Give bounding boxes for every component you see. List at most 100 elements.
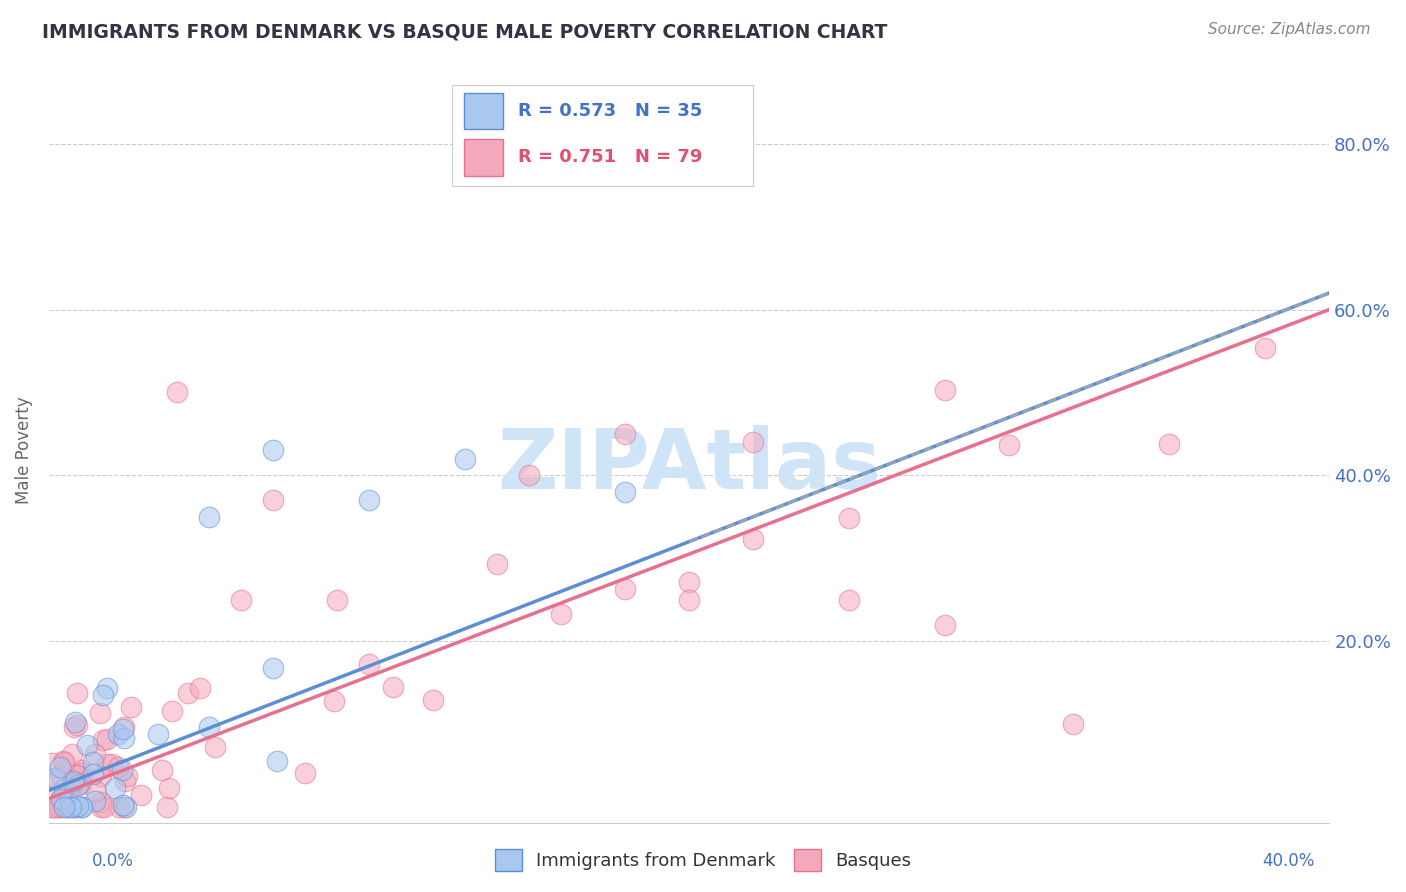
- Point: [41, 800, 63, 814]
- Point: [294, 766, 316, 780]
- Point: [66, 778, 89, 792]
- Point: [49, 768, 72, 782]
- Point: [93, 688, 115, 702]
- Point: [66, 717, 89, 731]
- Point: [742, 435, 765, 450]
- Point: [678, 574, 700, 589]
- Point: [89, 706, 111, 720]
- Point: [49, 760, 72, 774]
- Point: [96, 756, 118, 771]
- Point: [129, 788, 152, 802]
- Point: [84, 794, 107, 808]
- Point: [111, 764, 134, 778]
- Point: [55, 800, 77, 814]
- Text: Source: ZipAtlas.com: Source: ZipAtlas.com: [1208, 22, 1371, 37]
- Point: [96, 731, 118, 746]
- Point: [69, 800, 91, 814]
- Point: [82, 755, 104, 769]
- Point: [52, 756, 75, 770]
- Point: [82, 766, 104, 780]
- Point: [156, 800, 179, 814]
- Point: [45, 800, 67, 814]
- Point: [262, 443, 284, 458]
- Point: [69, 763, 91, 777]
- Point: [166, 385, 188, 400]
- Point: [62, 773, 84, 788]
- Point: [48, 800, 70, 814]
- Point: [614, 426, 637, 441]
- Point: [550, 607, 572, 622]
- Point: [66, 768, 89, 782]
- Point: [262, 493, 284, 508]
- Point: [93, 800, 115, 814]
- Point: [326, 592, 349, 607]
- Point: [115, 800, 138, 814]
- Point: [838, 510, 860, 524]
- Point: [49, 791, 72, 805]
- Point: [58, 800, 80, 814]
- Point: [107, 760, 129, 774]
- Point: [204, 739, 226, 754]
- Point: [76, 738, 98, 752]
- Point: [614, 582, 637, 597]
- Point: [96, 681, 118, 696]
- Point: [198, 509, 221, 524]
- Point: [48, 800, 70, 814]
- Point: [44, 788, 66, 802]
- Point: [41, 800, 63, 814]
- Point: [162, 704, 184, 718]
- Point: [381, 680, 404, 694]
- Point: [90, 768, 112, 782]
- Point: [229, 592, 252, 607]
- Point: [60, 800, 83, 814]
- Point: [176, 686, 198, 700]
- Point: [65, 768, 87, 782]
- Point: [108, 800, 131, 814]
- Point: [52, 782, 75, 797]
- Point: [1159, 437, 1181, 451]
- Point: [157, 781, 180, 796]
- Point: [357, 657, 380, 671]
- Point: [998, 437, 1021, 451]
- Point: [104, 780, 127, 795]
- Point: [198, 720, 221, 734]
- Point: [112, 731, 135, 746]
- Point: [112, 800, 135, 814]
- Y-axis label: Male Poverty: Male Poverty: [15, 397, 32, 504]
- Point: [65, 800, 87, 814]
- Point: [486, 557, 509, 571]
- Point: [614, 484, 637, 499]
- Point: [357, 493, 380, 508]
- Point: [422, 692, 444, 706]
- Legend: Immigrants from Denmark, Basques: Immigrants from Denmark, Basques: [488, 842, 918, 879]
- Point: [112, 720, 135, 734]
- Point: [120, 699, 142, 714]
- Point: [454, 451, 477, 466]
- Point: [323, 694, 346, 708]
- Point: [70, 799, 93, 814]
- Point: [188, 681, 211, 695]
- Point: [742, 532, 765, 546]
- Point: [52, 754, 75, 768]
- Point: [146, 727, 169, 741]
- Point: [90, 795, 112, 809]
- Point: [150, 763, 173, 777]
- Point: [90, 800, 112, 814]
- Point: [67, 798, 90, 813]
- Point: [84, 747, 107, 762]
- Point: [69, 776, 91, 790]
- Text: 40.0%: 40.0%: [1263, 852, 1315, 870]
- Point: [62, 776, 84, 790]
- Point: [84, 784, 107, 798]
- Point: [101, 757, 124, 772]
- Point: [44, 772, 66, 786]
- Text: 0.0%: 0.0%: [91, 852, 134, 870]
- Point: [41, 756, 63, 771]
- Point: [934, 384, 956, 398]
- Point: [93, 733, 115, 747]
- Point: [63, 715, 86, 730]
- Point: [114, 773, 136, 788]
- Point: [115, 769, 138, 783]
- Point: [1062, 717, 1084, 731]
- Point: [934, 617, 956, 632]
